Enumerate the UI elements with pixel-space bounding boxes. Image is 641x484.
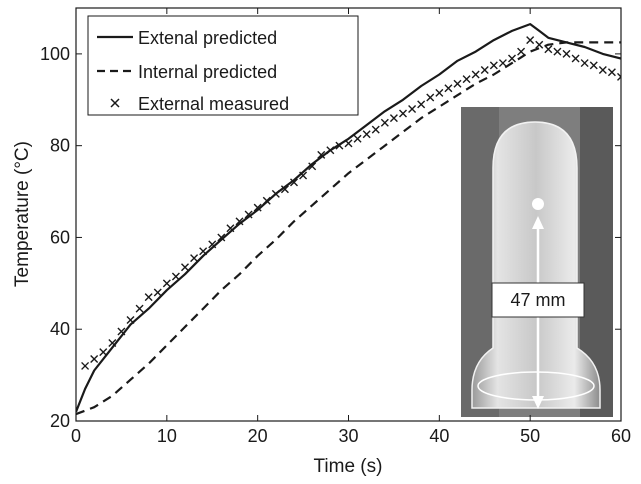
data-point <box>480 65 489 74</box>
x-tick-label: 40 <box>429 426 449 446</box>
x-axis-label: Time (s) <box>314 456 383 477</box>
data-point <box>108 338 117 347</box>
data-point <box>217 233 226 242</box>
data-point <box>607 68 616 77</box>
x-tick-label: 60 <box>611 426 631 446</box>
data-point <box>371 125 380 134</box>
data-point <box>444 84 453 93</box>
legend: Extenal predicted Internal predicted Ext… <box>87 15 359 116</box>
data-point <box>199 247 208 256</box>
data-point <box>353 134 362 143</box>
series-line-extenal-predicted <box>76 23 621 413</box>
data-point <box>326 146 335 155</box>
y-tick-label: 40 <box>50 319 70 339</box>
data-point <box>190 254 199 263</box>
data-point <box>389 114 398 123</box>
series-line-internal-predicted <box>76 41 621 416</box>
data-point <box>244 210 253 219</box>
x-tick-label: 50 <box>520 426 540 446</box>
data-point <box>317 150 326 159</box>
data-point <box>435 88 444 97</box>
series-external-measured <box>81 36 621 370</box>
y-tick-label: 80 <box>50 136 70 156</box>
x-tick-label: 10 <box>157 426 177 446</box>
data-point <box>335 141 344 150</box>
data-point <box>308 162 317 171</box>
data-point <box>271 189 280 198</box>
data-point <box>562 49 571 58</box>
data-point <box>526 36 535 45</box>
y-tick-label: 100 <box>40 44 70 64</box>
data-point <box>262 196 271 205</box>
legend-label-extenal-predicted: Extenal predicted <box>138 28 277 48</box>
data-point <box>181 263 189 272</box>
data-point <box>553 47 562 56</box>
legend-swatch-external-measured <box>110 98 120 108</box>
data-point <box>344 139 353 148</box>
data-point <box>208 240 217 249</box>
data-point <box>171 272 180 281</box>
data-point <box>126 316 135 325</box>
data-point <box>226 224 235 233</box>
data-point <box>508 54 516 63</box>
data-point <box>489 61 498 70</box>
data-point <box>362 130 371 139</box>
data-point <box>453 79 462 88</box>
data-point <box>417 100 426 109</box>
legend-label-internal-predicted: Internal predicted <box>138 62 277 82</box>
data-point <box>589 61 598 70</box>
data-point <box>535 40 544 49</box>
data-point <box>571 54 580 63</box>
data-point <box>235 217 244 226</box>
data-point <box>153 288 162 297</box>
data-point <box>135 304 144 313</box>
data-point <box>517 47 526 56</box>
legend-label-external-measured: External measured <box>138 94 289 114</box>
data-point <box>81 361 90 370</box>
data-point <box>598 65 607 74</box>
data-point <box>471 70 480 79</box>
sensor-point-icon <box>532 198 544 210</box>
data-point <box>408 104 417 113</box>
series-layer <box>76 23 621 416</box>
axis-ticks: 0 10 20 30 40 50 60 20 40 60 80 100 <box>40 8 631 446</box>
inset-label: 47 mm <box>510 290 565 310</box>
data-point <box>617 72 621 81</box>
data-point <box>280 185 289 194</box>
y-axis-label: Temperature (°C) <box>12 141 33 287</box>
data-point <box>580 59 589 68</box>
data-point <box>162 279 171 288</box>
y-tick-label: 60 <box>50 227 70 247</box>
data-point <box>117 327 126 336</box>
data-point <box>380 118 389 127</box>
inset-photo: 47 mm <box>461 107 613 417</box>
x-tick-label: 30 <box>338 426 358 446</box>
data-point <box>462 75 471 84</box>
data-point <box>299 171 308 180</box>
data-point <box>544 45 553 54</box>
data-point <box>426 93 435 102</box>
x-tick-label: 0 <box>71 426 81 446</box>
y-tick-label: 20 <box>50 411 70 431</box>
data-point <box>253 203 262 212</box>
data-point <box>399 109 407 118</box>
data-point <box>99 348 108 357</box>
data-point <box>290 178 298 187</box>
data-point <box>498 59 507 68</box>
data-point <box>144 293 153 302</box>
data-point <box>90 355 99 364</box>
x-tick-label: 20 <box>248 426 268 446</box>
